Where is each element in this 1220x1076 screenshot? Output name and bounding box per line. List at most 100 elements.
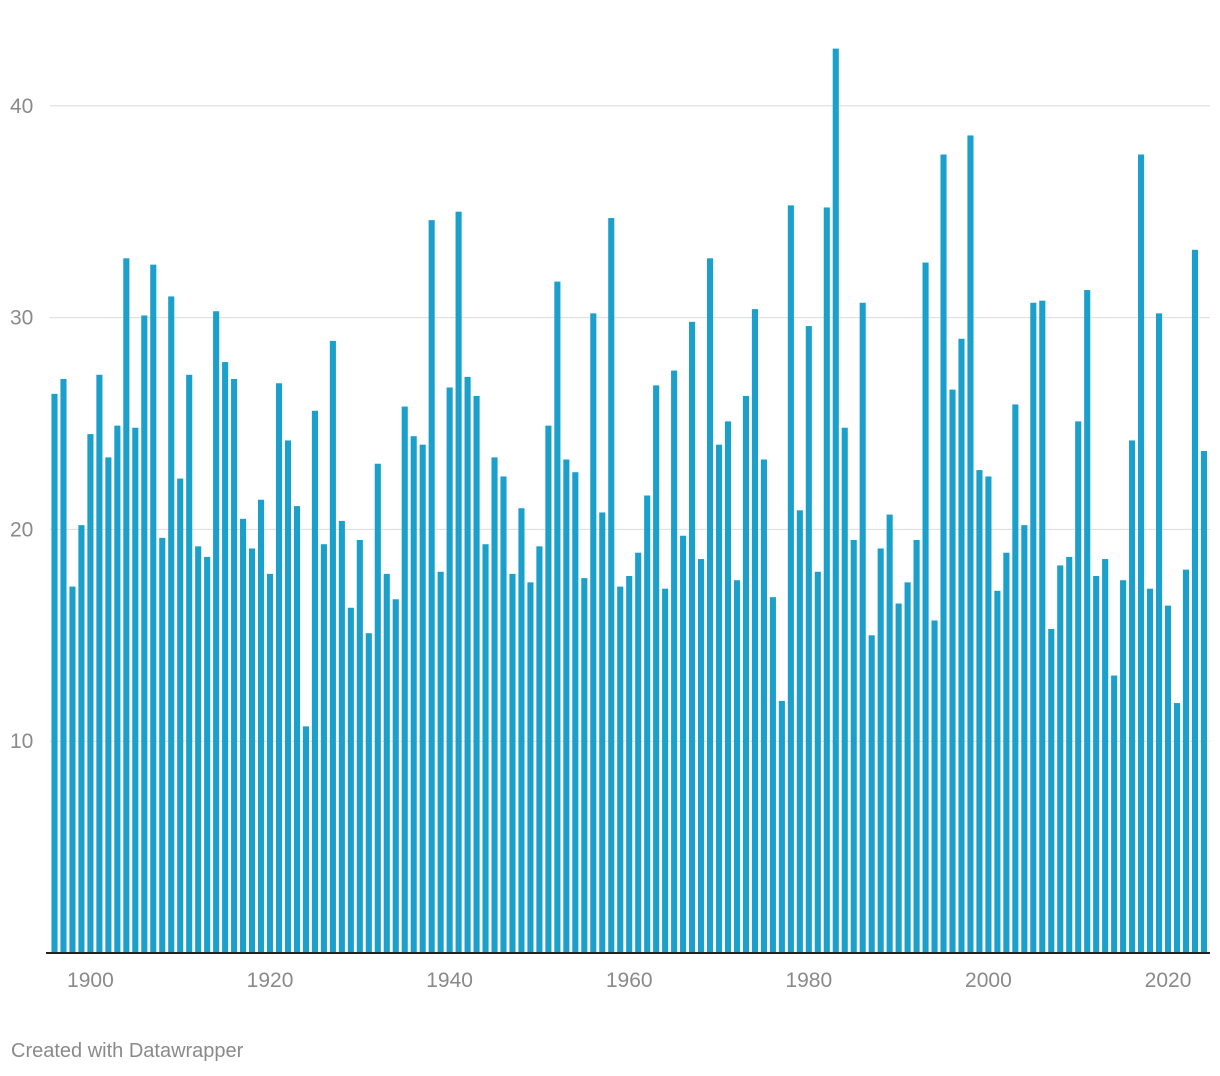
bar-1911 <box>186 374 193 953</box>
bar-1912 <box>195 546 202 953</box>
bar-1923 <box>293 506 301 953</box>
bar-1928 <box>338 520 345 953</box>
bar-1977 <box>778 700 785 953</box>
bar-1997 <box>958 338 965 953</box>
bar-1962 <box>644 495 651 953</box>
bar-1969 <box>706 258 714 953</box>
bar-1929 <box>347 607 354 953</box>
bar-1934 <box>392 599 399 953</box>
bar-1959 <box>617 586 624 953</box>
bar-1963 <box>653 385 660 953</box>
bar-1919 <box>257 499 265 953</box>
bar-1901 <box>96 374 103 953</box>
bar-1982 <box>823 207 830 953</box>
bar-1970 <box>715 444 723 953</box>
bar-1942 <box>464 376 471 953</box>
x-tick-label-1900: 1900 <box>67 969 114 992</box>
bar-1931 <box>365 633 372 953</box>
bar-1921 <box>275 383 283 953</box>
bar-1948 <box>518 508 525 953</box>
bar-1989 <box>886 514 893 953</box>
bar-1900 <box>87 434 94 954</box>
bar-1960 <box>626 576 633 953</box>
bar-1920 <box>266 573 274 953</box>
bar-2023 <box>1191 249 1199 953</box>
bar-2024 <box>1200 451 1207 953</box>
bar-1896 <box>51 393 58 954</box>
bar-2009 <box>1066 556 1073 953</box>
bar-1950 <box>536 546 543 953</box>
bar-1995 <box>940 154 947 953</box>
x-tick-label-1960: 1960 <box>606 969 653 992</box>
bar-1976 <box>769 597 776 953</box>
bar-1953 <box>563 459 570 953</box>
bar-2011 <box>1084 290 1091 953</box>
y-axis-tick-labels: 10 20 30 40 <box>10 95 33 753</box>
bar-1981 <box>814 571 821 953</box>
bar-1951 <box>545 425 552 953</box>
bar-1952 <box>554 281 561 954</box>
bar-1938 <box>428 220 435 954</box>
bar-chart: 10 20 30 40 1900 1920 1940 1960 1980 2000 2020 <box>10 48 1210 992</box>
bar-1955 <box>581 578 588 953</box>
bar-1947 <box>509 573 516 953</box>
bar-1998 <box>967 135 974 953</box>
y-tick-label-40: 40 <box>10 95 33 118</box>
bar-2010 <box>1075 421 1082 953</box>
bar-2002 <box>1003 552 1010 953</box>
x-axis-tick-labels: 1900 1920 1940 1960 1980 2000 2020 <box>67 969 1191 992</box>
bar-2021 <box>1173 703 1181 953</box>
bar-1918 <box>249 548 256 953</box>
bar-1984 <box>841 427 848 953</box>
bar-1945 <box>491 457 498 953</box>
bar-1949 <box>527 582 534 953</box>
bar-1985 <box>850 539 857 953</box>
bar-1946 <box>500 476 507 953</box>
bar-1966 <box>680 535 687 953</box>
bar-1971 <box>724 421 732 953</box>
bar-1999 <box>976 470 983 953</box>
bar-2006 <box>1039 300 1046 953</box>
datawrapper-credit: Created with Datawrapper <box>11 1040 244 1062</box>
x-tick-label-2020: 2020 <box>1145 969 1192 992</box>
bar-1993 <box>922 262 929 953</box>
bar-1978 <box>787 205 794 954</box>
bar-1980 <box>805 326 812 953</box>
bar-2005 <box>1030 302 1037 953</box>
bar-1930 <box>356 539 363 953</box>
bar-1988 <box>877 548 884 953</box>
bar-1907 <box>150 264 157 953</box>
bar-1906 <box>141 315 148 954</box>
bar-2017 <box>1138 154 1145 953</box>
bar-2003 <box>1012 404 1019 953</box>
bar-2018 <box>1147 588 1154 953</box>
bar-1965 <box>671 370 678 953</box>
bar-1925 <box>311 410 318 953</box>
bar-2012 <box>1093 576 1100 953</box>
bar-1968 <box>698 559 705 953</box>
bar-1941 <box>455 211 462 953</box>
bar-1991 <box>904 582 911 953</box>
bar-2000 <box>985 476 992 953</box>
bar-2008 <box>1057 565 1064 953</box>
bar-1987 <box>868 635 875 953</box>
x-tick-label-2000: 2000 <box>965 969 1012 992</box>
bar-2020 <box>1164 605 1172 953</box>
bar-1898 <box>69 586 76 953</box>
bar-1897 <box>60 379 67 953</box>
bar-1916 <box>231 379 238 953</box>
bar-1914 <box>213 311 220 953</box>
bar-1975 <box>760 459 767 953</box>
bar-1979 <box>796 510 803 953</box>
bar-1944 <box>482 544 489 953</box>
bar-1990 <box>895 603 902 953</box>
bars <box>51 48 1207 954</box>
bar-1958 <box>608 218 615 954</box>
bar-1961 <box>635 552 642 953</box>
bar-2001 <box>994 590 1001 953</box>
bar-1913 <box>204 556 211 953</box>
bar-1910 <box>177 478 184 953</box>
bar-1935 <box>401 406 408 953</box>
bar-1973 <box>742 395 750 954</box>
y-tick-label-10: 10 <box>10 730 33 753</box>
